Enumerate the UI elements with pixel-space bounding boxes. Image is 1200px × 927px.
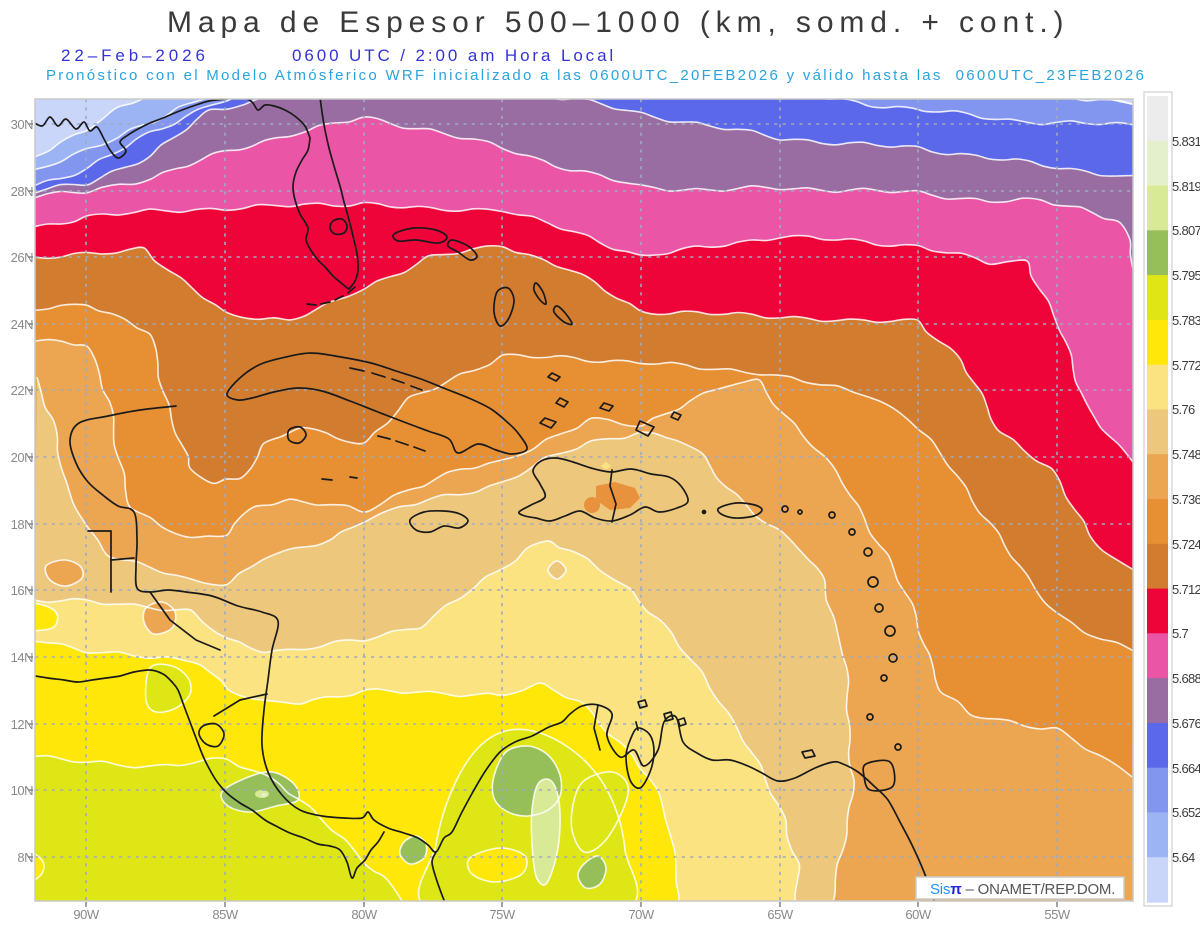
svg-text:24N: 24N <box>11 317 33 332</box>
svg-text:5.652: 5.652 <box>1172 805 1200 820</box>
svg-text:5.807: 5.807 <box>1172 223 1200 238</box>
svg-text:5.736: 5.736 <box>1172 492 1200 507</box>
svg-text:20N: 20N <box>11 450 33 465</box>
svg-text:5.712: 5.712 <box>1172 582 1200 597</box>
svg-text:22N: 22N <box>11 383 33 398</box>
svg-text:60W: 60W <box>905 907 931 922</box>
svg-text:28N: 28N <box>11 184 33 199</box>
svg-text:75W: 75W <box>489 907 515 922</box>
svg-text:12N: 12N <box>11 717 33 732</box>
svg-text:26N: 26N <box>11 250 33 265</box>
svg-text:14N: 14N <box>11 650 33 665</box>
svg-text:5.831: 5.831 <box>1172 134 1200 149</box>
svg-text:55W: 55W <box>1044 907 1070 922</box>
svg-text:70W: 70W <box>628 907 654 922</box>
svg-text:10N: 10N <box>11 783 33 798</box>
svg-text:5.748: 5.748 <box>1172 447 1200 462</box>
svg-text:5.724: 5.724 <box>1172 537 1200 552</box>
svg-text:65W: 65W <box>767 907 793 922</box>
svg-text:5.819: 5.819 <box>1172 179 1200 194</box>
svg-text:5.783: 5.783 <box>1172 313 1200 328</box>
svg-text:30N: 30N <box>11 117 33 132</box>
svg-text:5.7: 5.7 <box>1172 626 1188 641</box>
svg-text:5.64: 5.64 <box>1172 850 1195 865</box>
svg-text:5.688: 5.688 <box>1172 671 1200 686</box>
svg-text:18N: 18N <box>11 517 33 532</box>
svg-text:5.795: 5.795 <box>1172 268 1200 283</box>
svg-text:8N: 8N <box>17 850 33 865</box>
svg-text:16N: 16N <box>11 583 33 598</box>
svg-text:5.664: 5.664 <box>1172 761 1200 776</box>
svg-text:85W: 85W <box>212 907 238 922</box>
svg-text:Sisπ – ONAMET/REP.DOM.: Sisπ – ONAMET/REP.DOM. <box>930 881 1115 898</box>
svg-text:90W: 90W <box>73 907 99 922</box>
svg-text:5.76: 5.76 <box>1172 402 1195 417</box>
svg-text:80W: 80W <box>351 907 377 922</box>
svg-text:5.676: 5.676 <box>1172 716 1200 731</box>
svg-text:5.772: 5.772 <box>1172 358 1200 373</box>
